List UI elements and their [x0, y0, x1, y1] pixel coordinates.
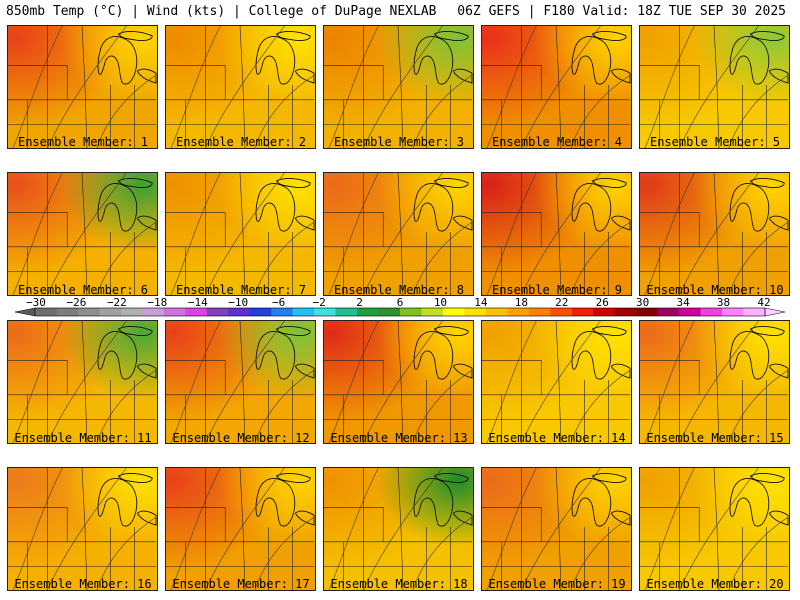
- map-panel-member-5: [639, 25, 790, 149]
- member-label: Ensemble Member: 2: [175, 135, 307, 149]
- colorbar-outline: [34, 307, 766, 317]
- colorbar-tick-label: 2: [356, 296, 363, 309]
- colorbar-segment: [163, 308, 186, 316]
- member-label: Ensemble Member: 20: [646, 577, 784, 591]
- colorbar-tick-label: −30: [26, 296, 46, 309]
- colorbar-segment: [442, 308, 465, 316]
- member-label: Ensemble Member: 18: [330, 577, 468, 591]
- colorbar-segment: [99, 308, 122, 316]
- colorbar-tick-label: 38: [717, 296, 730, 309]
- map-panel-member-10: [639, 172, 790, 296]
- colorbar-tick-label: −2: [312, 296, 325, 309]
- header-title-right: 06Z GEFS | F180 Valid: 18Z TUE SEP 30 20…: [457, 4, 786, 19]
- colorbar-tick-label: 18: [515, 296, 528, 309]
- colorbar-tick-label: 42: [757, 296, 770, 309]
- colorbar-segment: [593, 308, 616, 316]
- map-panel-member-6: [7, 172, 158, 296]
- map-panel-member-20: [639, 467, 790, 591]
- colorbar-segment: [228, 308, 251, 316]
- member-label: Ensemble Member: 11: [14, 431, 152, 445]
- colorbar-segment: [335, 308, 358, 316]
- colorbar-tick-label: 22: [555, 296, 568, 309]
- member-label: Ensemble Member: 13: [330, 431, 468, 445]
- colorbar-segment: [142, 308, 165, 316]
- map-panel-member-15: [639, 320, 790, 444]
- map-panel-member-18: [323, 467, 474, 591]
- map-panel-member-9: [481, 172, 632, 296]
- colorbar-segment: [378, 308, 401, 316]
- colorbar-segment: [56, 308, 79, 316]
- map-panel-member-13: [323, 320, 474, 444]
- map-panel-member-14: [481, 320, 632, 444]
- member-label: Ensemble Member: 5: [649, 135, 781, 149]
- colorbar-segment: [400, 308, 422, 316]
- member-label: Ensemble Member: 8: [333, 283, 465, 297]
- member-label: Ensemble Member: 6: [17, 283, 149, 297]
- map-panel-member-19: [481, 467, 632, 591]
- colorbar-segment: [120, 308, 143, 316]
- colorbar-segment: [206, 308, 229, 316]
- map-panel-member-2: [165, 25, 316, 149]
- member-label: Ensemble Member: 14: [488, 431, 626, 445]
- colorbar-tick-label: 30: [636, 296, 649, 309]
- member-label: Ensemble Member: 17: [172, 577, 310, 591]
- colorbar-segment: [722, 308, 745, 316]
- colorbar-segment: [271, 308, 294, 316]
- map-panel-member-7: [165, 172, 316, 296]
- colorbar-tick-label: 26: [596, 296, 609, 309]
- header-title-left: 850mb Temp (°C) | Wind (kts) | College o…: [6, 4, 437, 19]
- colorbar-segment: [77, 308, 100, 316]
- member-label: Ensemble Member: 16: [14, 577, 152, 591]
- member-label: Ensemble Member: 4: [491, 135, 623, 149]
- colorbar-segment: [700, 308, 723, 316]
- map-panel-member-11: [7, 320, 158, 444]
- colorbar-segment: [614, 308, 637, 316]
- member-label: Ensemble Member: 1: [17, 135, 149, 149]
- colorbar-segment: [464, 308, 487, 316]
- colorbar-tick-label: −26: [67, 296, 87, 309]
- map-panel-member-1: [7, 25, 158, 149]
- colorbar-segment: [35, 308, 57, 316]
- colorbar-segment: [636, 308, 659, 316]
- colorbar-tick-label: −14: [188, 296, 208, 309]
- colorbar-segment: [292, 308, 315, 316]
- map-panel-member-8: [323, 172, 474, 296]
- map-panel-member-12: [165, 320, 316, 444]
- member-label: Ensemble Member: 19: [488, 577, 626, 591]
- map-panel-member-3: [323, 25, 474, 149]
- colorbar-arrow-right: [764, 307, 786, 317]
- colorbar-segment: [743, 308, 766, 316]
- colorbar-segment: [550, 308, 573, 316]
- map-panel-member-4: [481, 25, 632, 149]
- member-label: Ensemble Member: 10: [646, 283, 784, 297]
- colorbar-tick-label: 34: [676, 296, 690, 309]
- colorbar-segment: [571, 308, 594, 316]
- colorbar-segment: [249, 308, 272, 316]
- colorbar-tick-label: −10: [228, 296, 248, 309]
- colorbar-segment: [657, 308, 680, 316]
- colorbar-segment: [485, 308, 508, 316]
- colorbar-tick-label: −18: [147, 296, 167, 309]
- colorbar-tick-label: 10: [434, 296, 447, 309]
- colorbar-segment: [357, 308, 380, 316]
- colorbar-segment: [185, 308, 208, 316]
- colorbar-segment: [679, 308, 702, 316]
- colorbar-segment: [421, 308, 444, 316]
- colorbar-tick-label: 14: [474, 296, 488, 309]
- member-label: Ensemble Member: 7: [175, 283, 307, 297]
- colorbar-segment: [314, 308, 337, 316]
- member-label: Ensemble Member: 3: [333, 135, 465, 149]
- colorbar-tick-label: −22: [107, 296, 127, 309]
- member-label: Ensemble Member: 9: [491, 283, 623, 297]
- map-panel-member-16: [7, 467, 158, 591]
- member-label: Ensemble Member: 15: [646, 431, 784, 445]
- temperature-colorbar: −30 −26 −22 −18 −14 −10 −6 −2 2 6 10 14 18 22 26 30 34 38…: [0, 296, 800, 322]
- colorbar-tick-label: 6: [397, 296, 404, 309]
- map-panel-member-17: [165, 467, 316, 591]
- member-label: Ensemble Member: 12: [172, 431, 310, 445]
- colorbar-segment: [528, 308, 551, 316]
- colorbar-segment: [507, 308, 530, 316]
- colorbar-arrow-left: [14, 307, 36, 317]
- colorbar-tick-label: −6: [272, 296, 285, 309]
